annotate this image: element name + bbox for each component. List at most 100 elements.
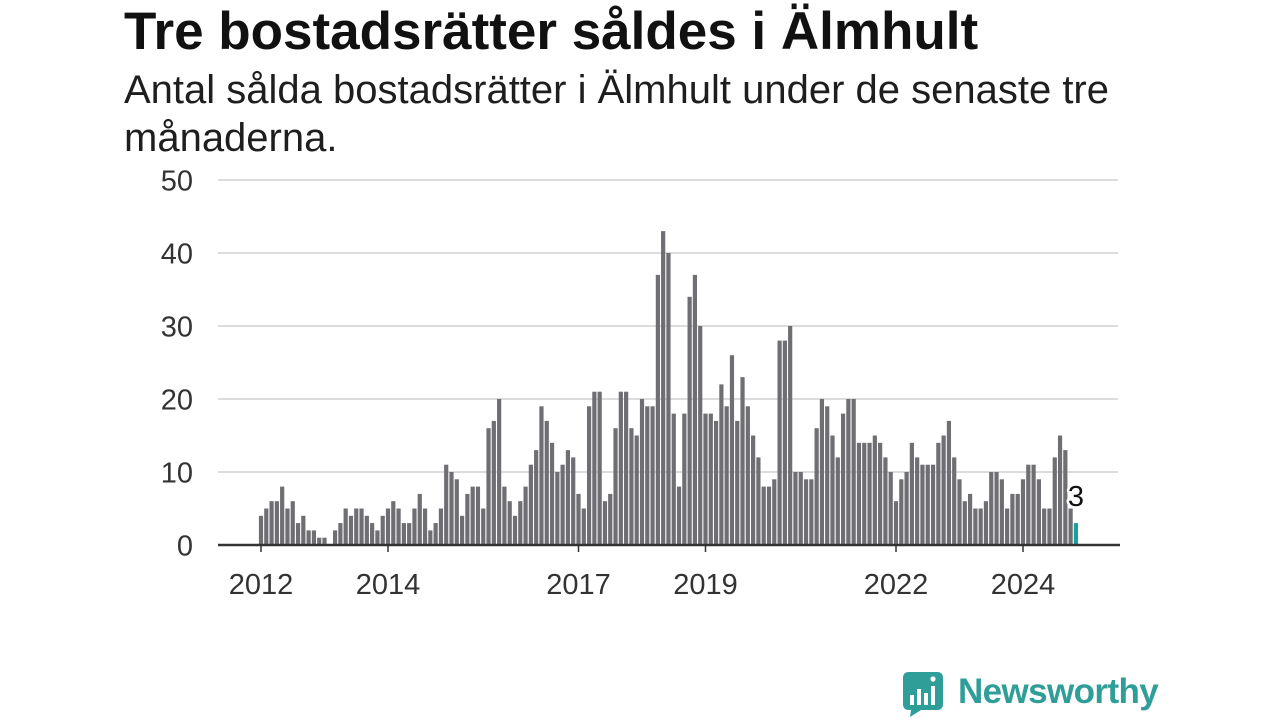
chart-bar [534,450,539,545]
chart-bar [317,537,322,545]
chart-bar [825,406,830,545]
chart-bar [576,493,581,545]
chart-bar [788,326,793,545]
chart-bar [671,413,676,545]
chart-bar [682,413,687,545]
chart-bar [883,457,888,545]
chart-bar [692,274,698,545]
chart-bar [497,399,502,545]
chart-subtitle: Antal sålda bostadsrätter i Älmhult unde… [124,68,1109,160]
chart-bar [856,442,862,545]
chart-bar [523,486,528,545]
chart-bar [586,406,592,545]
chart-bar [655,274,660,545]
chart-bar [745,406,750,545]
chart-bar [766,486,772,545]
logo-bar [924,693,928,705]
chart-bar [867,442,872,545]
chart-bar [322,537,327,545]
chart-bar [433,523,438,545]
chart-bar [957,479,962,545]
chart-bar [375,530,380,545]
chart-bar [486,428,491,545]
chart-bar [888,472,893,545]
chart-bar [624,391,629,545]
chart-bar [518,501,523,545]
chart-bar [401,523,406,545]
chart-bar [1042,508,1047,545]
chart-bar [618,391,623,545]
chart-bar [1063,450,1068,545]
x-tick-label: 2014 [356,569,421,601]
newsworthy-logo-icon [903,672,943,717]
chart-bar [999,479,1004,545]
chart-bar [967,493,973,545]
chart-bar [846,399,851,545]
chart-bar [803,479,809,545]
chart-bar [311,530,317,545]
chart-bar [798,472,803,545]
chart-bar [661,231,666,545]
chart-bar [417,493,422,545]
brand-name: Newsworthy [958,672,1159,711]
chart-bar [581,508,586,545]
chart-bar [380,515,385,545]
x-tick-label: 2022 [864,569,929,601]
chart-bar [793,472,798,545]
chart-bar [893,501,899,545]
chart-bar [459,515,465,545]
chart-bar [1036,479,1041,545]
chart-bar [412,508,417,545]
chart-bar [1010,493,1015,545]
logo-dot [930,676,936,682]
chart-bar [719,384,724,545]
chart-bar [989,472,994,545]
chart-bar [269,501,274,545]
chart-bar [973,508,978,545]
chart-bar [946,420,952,545]
chart-bar [560,464,565,545]
chart-bar [735,420,740,545]
chart-bar [343,508,348,545]
chart-bar [396,508,401,545]
chart-bar [941,435,946,545]
chart-bar [608,493,613,545]
x-tick-label: 2017 [546,569,611,601]
chart-bar [295,523,301,545]
logo-bubble [903,672,943,717]
chart-bar [332,530,338,545]
chart-bar [454,479,459,545]
chart-bar [1052,457,1057,545]
chart-bar [703,413,708,545]
chart-bar [634,435,639,545]
chart-bar [777,340,782,545]
x-tick-label: 2012 [229,569,294,601]
chart-bar [698,326,703,545]
chart-bar [740,377,745,545]
chart-bar [354,508,359,545]
chart-bar [962,501,967,545]
chart-bar [385,508,391,545]
chart-title: Tre bostadsrätter såldes i Älmhult [124,2,979,61]
chart-bar [602,501,608,545]
chart-bar [481,508,486,545]
chart-bar [751,435,756,545]
chart-bar [258,515,264,545]
chart-bar [306,530,311,545]
chart-bar [676,486,682,545]
chart-bar [544,420,549,545]
chart-bar [428,530,433,545]
chart-bar [592,391,597,545]
chart-bar [687,296,692,545]
chart-bar [814,428,819,545]
value-label: 3 [1068,481,1084,513]
chart-bar [338,523,343,545]
chart-bar [364,515,369,545]
chart-bar [391,501,396,545]
chart-bar [571,457,576,545]
chart-bar [904,472,909,545]
chart-bar [840,413,846,545]
chart-bar [782,340,787,545]
y-tick-label: 20 [161,385,193,417]
chart-bar [899,479,904,545]
